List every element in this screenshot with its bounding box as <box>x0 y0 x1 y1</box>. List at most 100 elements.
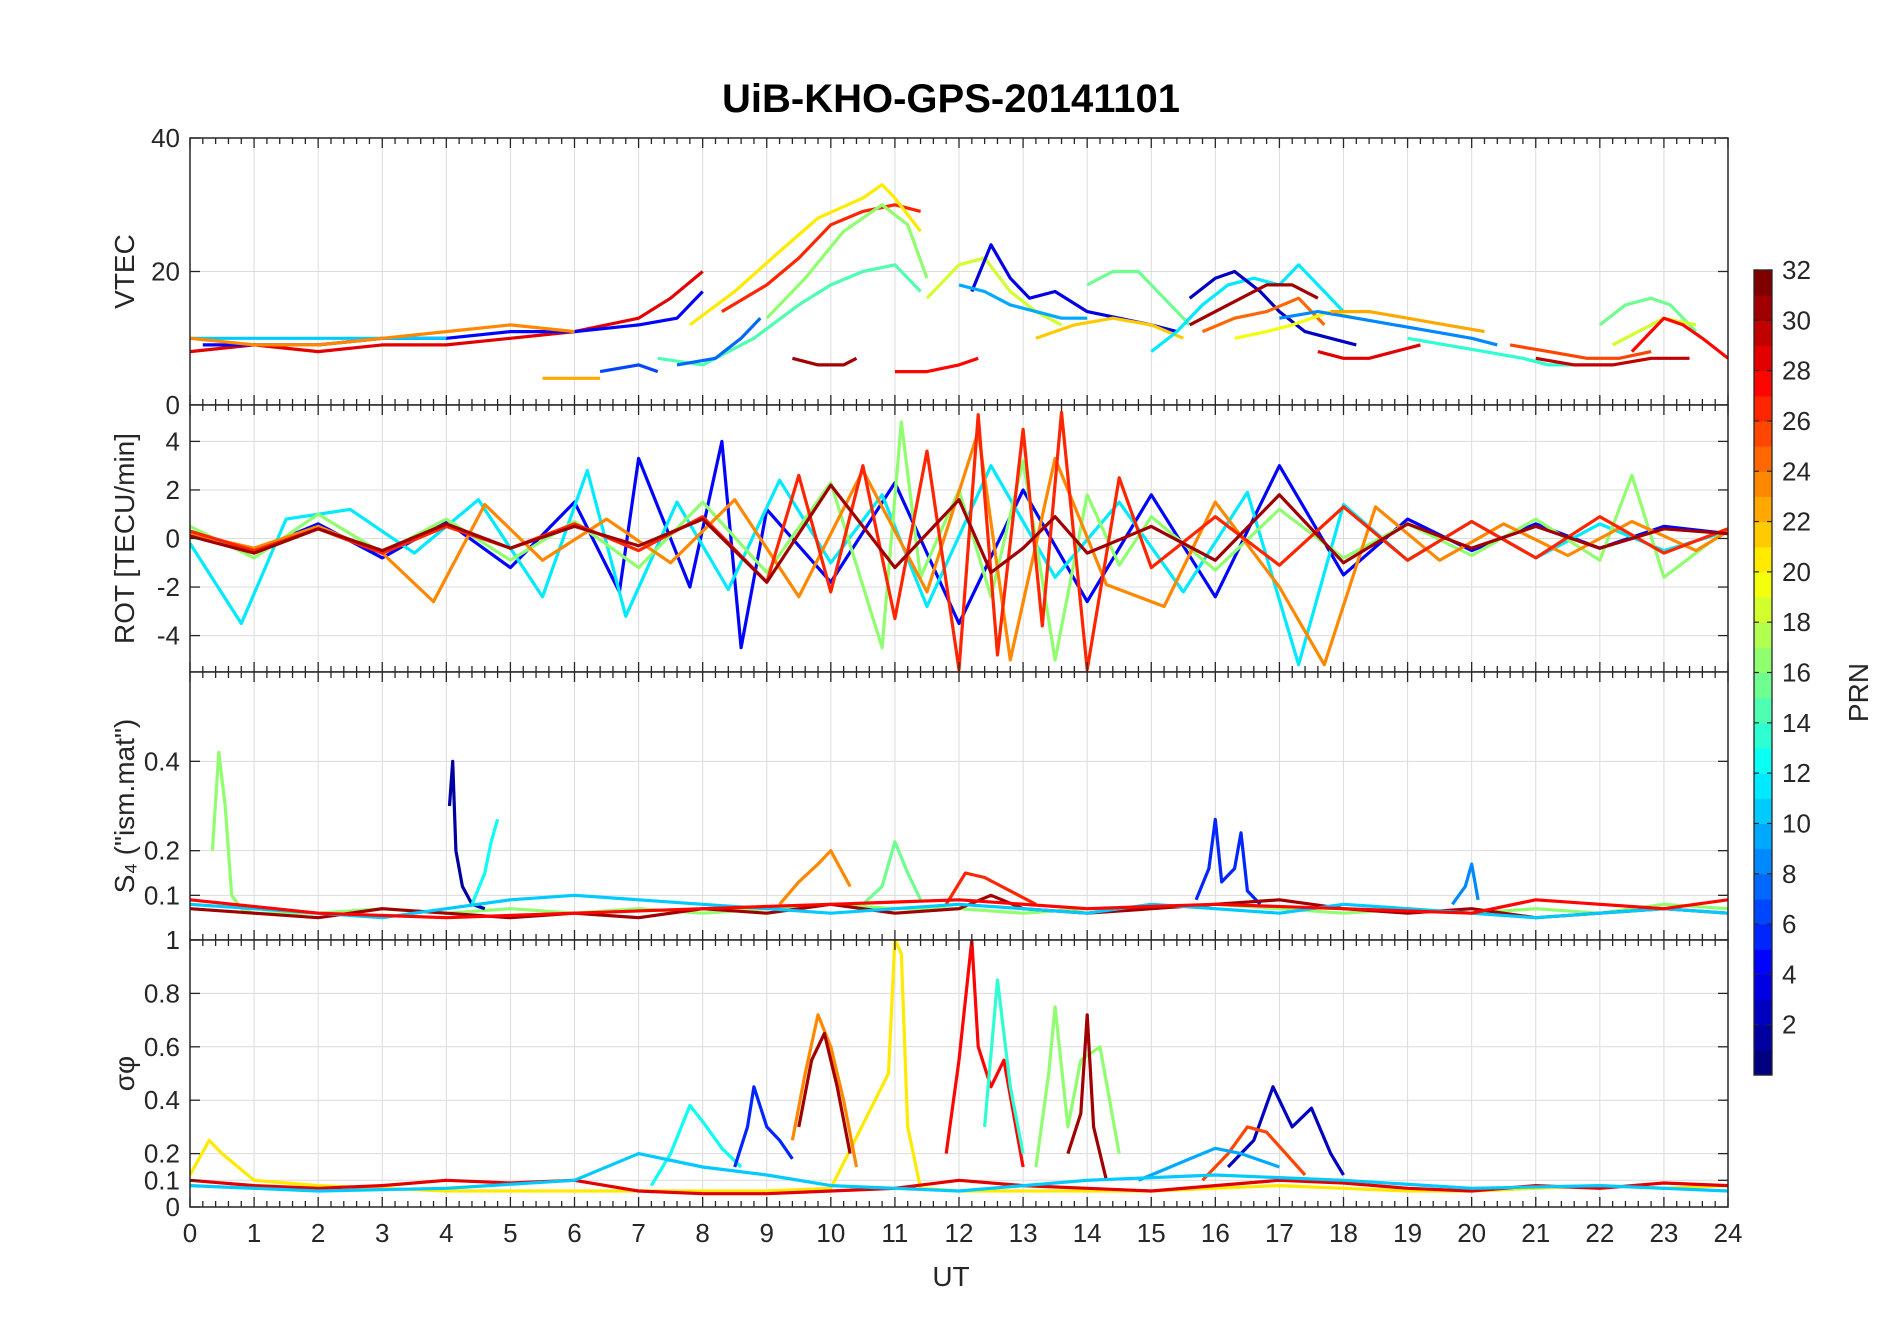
x-axis: 0 1 2 3 4 5 6 7 8 9 10 11 12 13 14 15 16 17 18 19 20 21 22 23 24 <box>183 1218 1743 1248</box>
x-tick-label: 18 <box>1329 1218 1358 1248</box>
colorbar-tick-label: 12 <box>1782 758 1811 788</box>
series-line-prn-14 <box>1407 336 1575 367</box>
series-line-prn-17 <box>190 420 1728 662</box>
x-tick-label: 5 <box>503 1218 517 1248</box>
series-line-prn-29 <box>190 1178 1728 1196</box>
x-tick-label: 17 <box>1265 1218 1294 1248</box>
y-tick-label: 1 <box>166 925 180 955</box>
x-tick-label: 24 <box>1714 1218 1743 1248</box>
colorbar-segment <box>1754 949 1772 975</box>
series-line-prn-31 <box>1188 283 1319 327</box>
series-line-prn-6 <box>1194 817 1262 906</box>
colorbar-segment <box>1754 446 1772 472</box>
colorbar-tick-label: 20 <box>1782 557 1811 587</box>
colorbar-segment <box>1754 622 1772 648</box>
y-tick-label: 0.2 <box>144 836 180 866</box>
series-line-prn-16 <box>1086 269 1191 327</box>
colorbar-segment <box>1754 471 1772 498</box>
colorbar-tick-label: 8 <box>1782 859 1796 889</box>
y-tick-label: -2 <box>157 572 180 602</box>
colorbar-segment <box>1754 974 1772 1001</box>
series-group <box>190 183 1728 380</box>
colorbar-tick-label: 30 <box>1782 305 1811 335</box>
series-line-prn-28 <box>894 356 979 374</box>
colorbar-segment <box>1754 924 1772 950</box>
series-line-prn-29 <box>190 270 704 354</box>
series-line-prn-31 <box>190 483 1728 584</box>
colorbar-segment <box>1754 420 1772 447</box>
series-line-prn-24 <box>190 430 1728 667</box>
colorbar-segment <box>1754 898 1772 925</box>
y-axis-label-rot: ROT [TECU/min] <box>109 433 140 644</box>
y-tick-label: 0.1 <box>144 1165 180 1195</box>
x-tick-label: 16 <box>1201 1218 1230 1248</box>
x-tick-label: 4 <box>439 1218 453 1248</box>
colorbar-segment <box>1754 1049 1772 1076</box>
series-line-prn-31 <box>797 1031 852 1154</box>
series-line-prn-29 <box>1317 343 1421 360</box>
colorbar-segment <box>1754 697 1772 724</box>
x-tick-label: 23 <box>1649 1218 1678 1248</box>
series-group <box>190 940 1728 1196</box>
colorbar-segment <box>1754 395 1772 422</box>
series-line-prn-23 <box>1330 310 1485 334</box>
y-tick-label: 0.6 <box>144 1032 180 1062</box>
colorbar-tick-label: 10 <box>1782 808 1811 838</box>
colorbar-tick-label: 22 <box>1782 507 1811 537</box>
series-line-prn-16 <box>1598 296 1698 333</box>
series-line-prn-24 <box>190 323 575 347</box>
series-line-prn-26 <box>1201 1125 1307 1182</box>
series-line-prn-22 <box>1035 316 1184 340</box>
y-tick-label: 0 <box>166 390 180 420</box>
series-line-prn-9 <box>1279 310 1498 347</box>
colorbar-segment <box>1754 521 1772 548</box>
series-line-prn-13 <box>470 818 500 905</box>
x-tick-label: 12 <box>945 1218 974 1248</box>
panel-vtec: 0 20 40 VTEC <box>109 123 1729 420</box>
colorbar-segment <box>1754 345 1772 372</box>
x-tick-label: 14 <box>1073 1218 1102 1248</box>
series-line-prn-28 <box>1630 316 1728 360</box>
colorbar-tick-label: 28 <box>1782 356 1811 386</box>
colorbar-segment <box>1754 320 1772 347</box>
colorbar-segment <box>1754 848 1772 875</box>
colorbar-segment <box>1754 370 1772 397</box>
series-line-prn-11 <box>190 1151 1728 1193</box>
y-tick-label: 0 <box>166 1192 180 1222</box>
series-line-prn-10 <box>1137 1146 1280 1182</box>
colorbar-segment <box>1754 496 1772 523</box>
series-line-prn-16 <box>861 840 923 906</box>
colorbar-segment <box>1754 722 1772 749</box>
colorbar-tick-label: 32 <box>1782 255 1811 285</box>
colorbar-segment <box>1754 647 1772 674</box>
series-line-prn-12 <box>1150 263 1345 353</box>
series-line-prn-17 <box>1034 1005 1121 1168</box>
series-line-prn-30 <box>1535 356 1690 367</box>
panel-sigma_phi: 00.10.2 0.4 0.6 0.8 1 σφ <box>109 925 1729 1222</box>
colorbar-segment <box>1754 747 1772 774</box>
x-tick-label: 0 <box>183 1218 197 1248</box>
colorbar-segment <box>1754 546 1772 573</box>
series-line-prn-10 <box>958 283 1088 320</box>
colorbar-segment <box>1754 773 1772 799</box>
colorbar-segment <box>1754 1024 1772 1051</box>
y-tick-label: 4 <box>166 426 180 456</box>
colorbar-segment <box>1754 571 1772 598</box>
colorbar-label: PRN <box>1843 663 1874 722</box>
x-tick-label: 3 <box>375 1218 389 1248</box>
colorbar-tick-label: 26 <box>1782 406 1811 436</box>
series-line-prn-17 <box>765 203 929 320</box>
x-tick-label: 15 <box>1137 1218 1166 1248</box>
series-group <box>190 750 1728 920</box>
y-tick-label: 40 <box>151 123 180 153</box>
series-line-prn-27 <box>721 203 921 313</box>
colorbar-segment <box>1754 999 1772 1026</box>
series-line-prn-14 <box>983 978 1025 1154</box>
x-tick-label: 7 <box>631 1218 645 1248</box>
colorbar-tick-label: 4 <box>1782 959 1796 989</box>
series-line-prn-19 <box>1611 316 1697 347</box>
colorbar-tick-label: 6 <box>1782 909 1796 939</box>
y-tick-label: 0.8 <box>144 978 180 1008</box>
y-tick-label: 0 <box>166 524 180 554</box>
